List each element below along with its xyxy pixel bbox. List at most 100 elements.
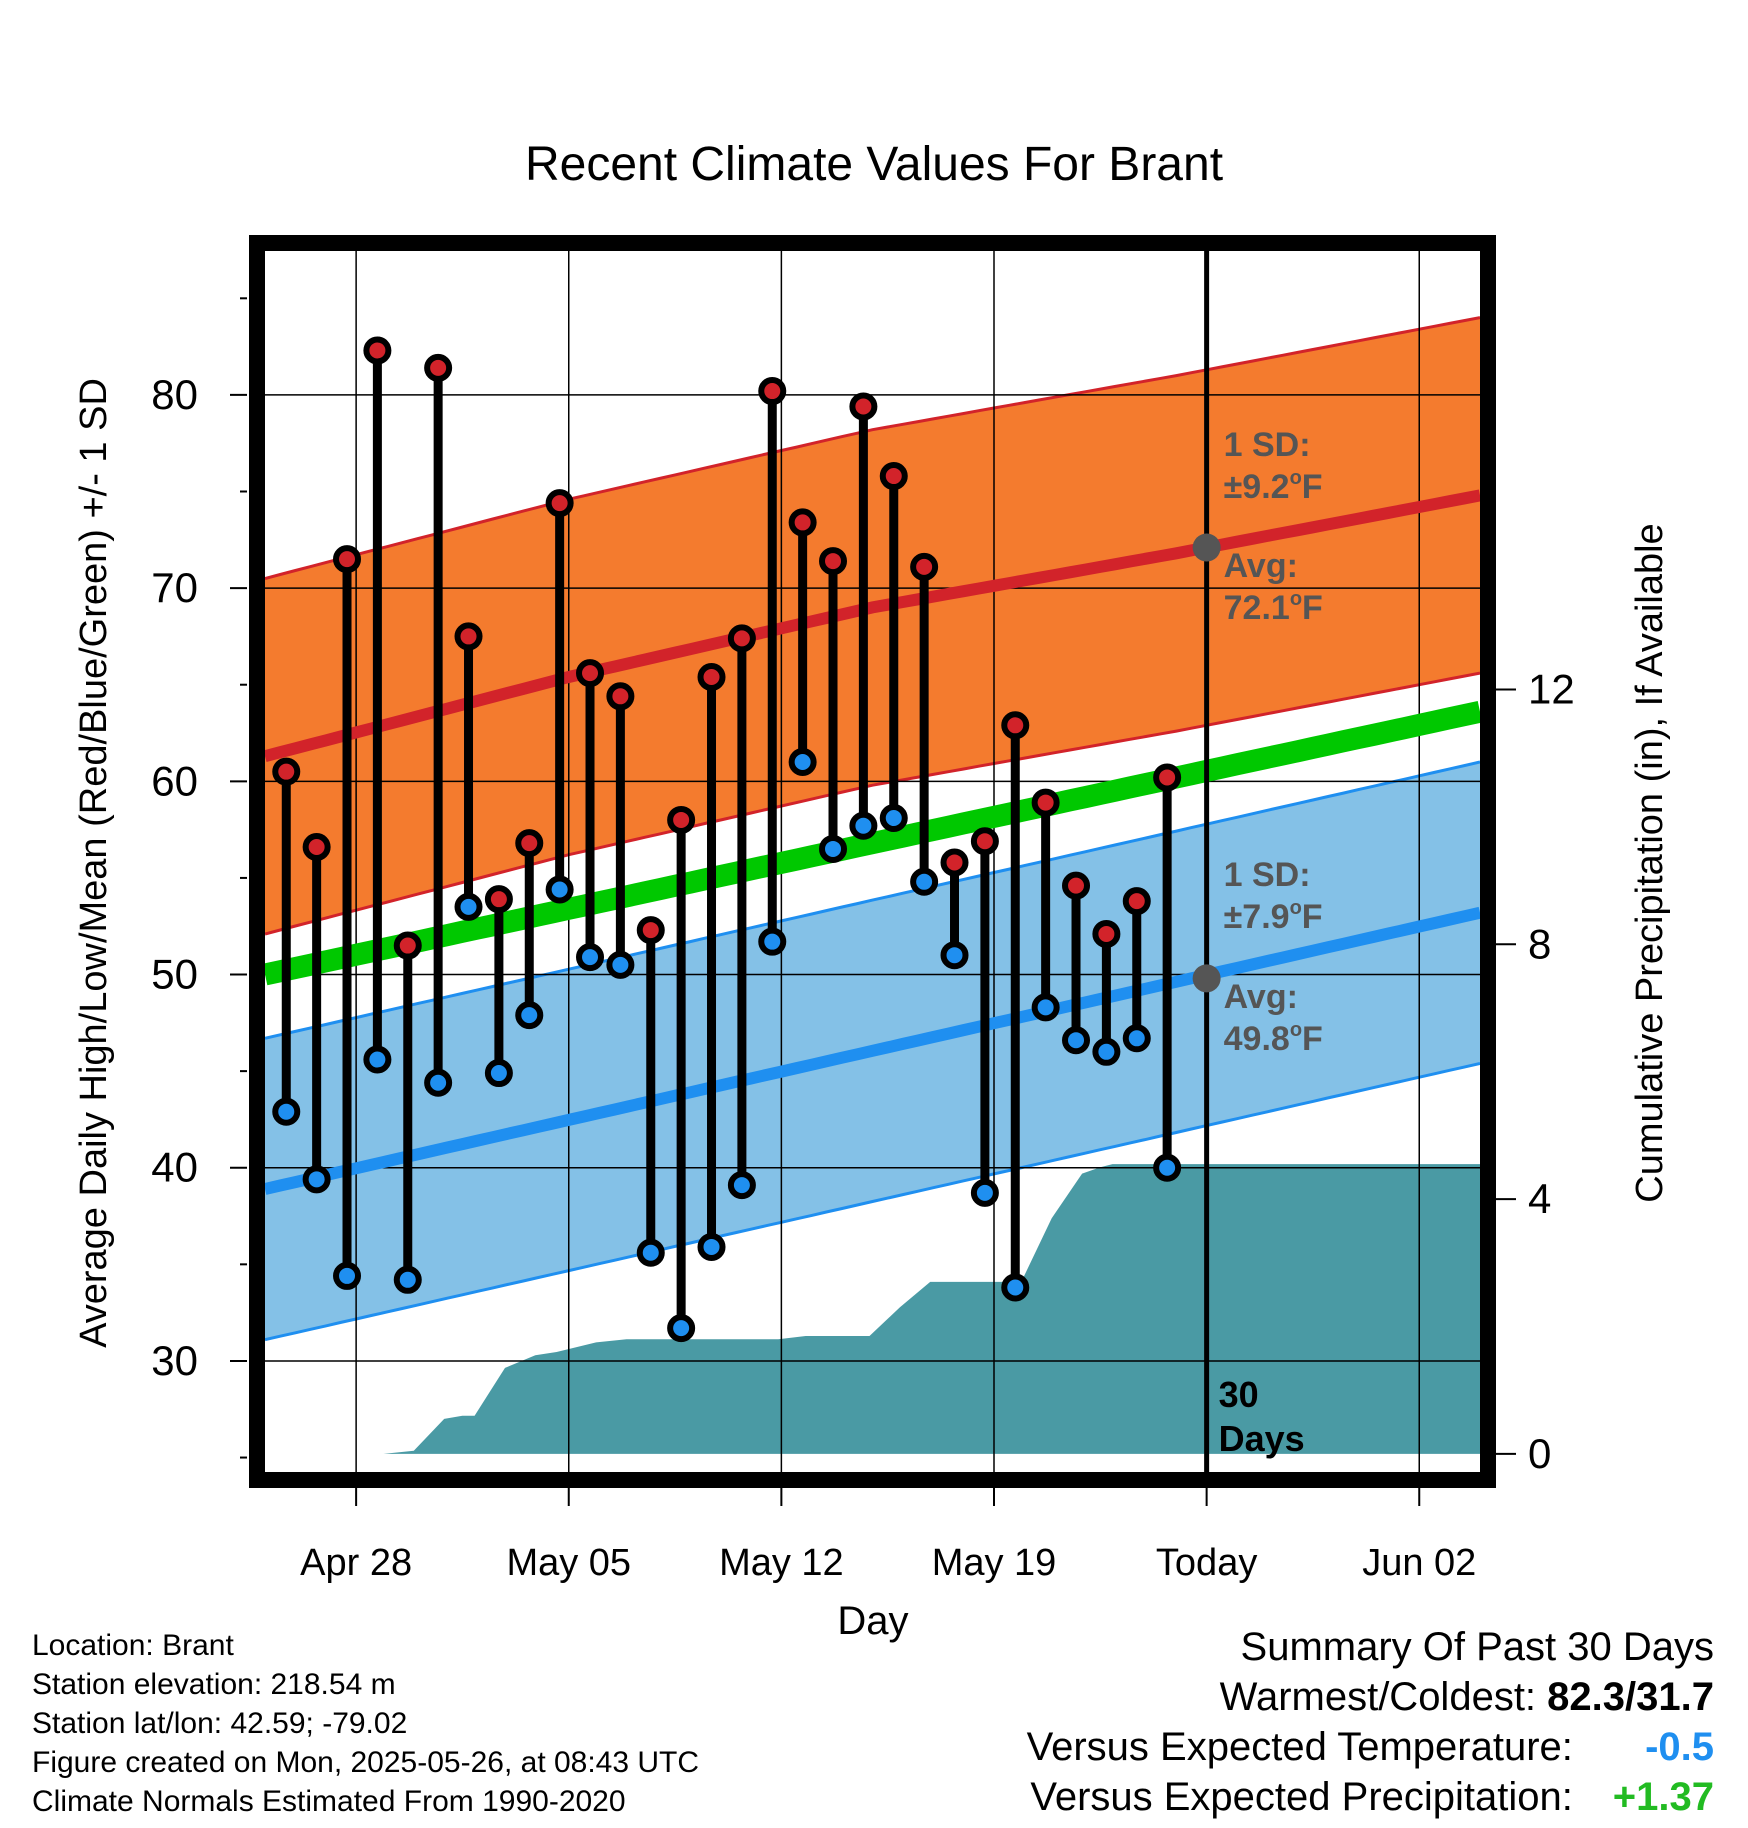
daily-high-point bbox=[363, 336, 392, 365]
summary-warm-cold: Warmest/Coldest: 82.3/31.7 bbox=[1027, 1672, 1714, 1722]
daily-low-point bbox=[1092, 1037, 1121, 1066]
daily-high-point bbox=[424, 353, 453, 382]
daily-low-point bbox=[1062, 1026, 1091, 1055]
y-tick-label: 50 bbox=[151, 951, 198, 998]
daily-low-point bbox=[576, 943, 605, 972]
daily-low-point bbox=[940, 941, 969, 970]
daily-low-point bbox=[910, 867, 939, 896]
daily-high-point bbox=[1001, 711, 1030, 740]
daily-high-point bbox=[849, 392, 878, 421]
daily-low-point bbox=[1001, 1273, 1030, 1302]
plot-frame bbox=[249, 235, 1496, 1488]
elevation-text: Station elevation: 218.54 m bbox=[32, 1668, 396, 1701]
summary-precip: Versus Expected Precipitation: +1.37 bbox=[1027, 1772, 1714, 1822]
daily-low-point bbox=[788, 747, 817, 776]
y-tick-label: 30 bbox=[151, 1337, 198, 1384]
low-sd-label-line2: ±7.9 bbox=[1224, 898, 1290, 936]
low-avg-label-unit: F bbox=[1302, 1020, 1323, 1058]
daily-low-point bbox=[545, 875, 574, 904]
daily-high-point bbox=[879, 462, 908, 491]
precip-label: Versus Expected Precipitation: bbox=[1030, 1775, 1573, 1819]
daily-high-point bbox=[788, 508, 817, 537]
low-avg-marker bbox=[1192, 964, 1221, 993]
daily-high-point bbox=[1153, 763, 1182, 792]
high-avg-label-line2: 72.1 bbox=[1224, 589, 1290, 627]
high-sd-label-unit: F bbox=[1302, 468, 1323, 506]
low-avg-label-line1: Avg: bbox=[1224, 978, 1298, 1016]
summary-panel: Summary Of Past 30 Days Warmest/Coldest:… bbox=[1027, 1622, 1714, 1822]
y-tick-label: 70 bbox=[151, 564, 198, 611]
daily-high-point bbox=[545, 489, 574, 518]
daily-low-point bbox=[819, 834, 848, 863]
y2-tick-label: 8 bbox=[1528, 920, 1551, 967]
high-sd-label: 1 SD: ±9.2oF bbox=[1224, 426, 1323, 506]
daily-low-point bbox=[1031, 993, 1060, 1022]
y-tick-label: 80 bbox=[151, 371, 198, 418]
y-axis-label: Average Daily High/Low/Mean (Red/Blue/Gr… bbox=[73, 378, 115, 1348]
daily-low-point bbox=[484, 1059, 513, 1088]
high-sd-label-degree: o bbox=[1290, 467, 1302, 489]
warm-cold-label: Warmest/Coldest: bbox=[1219, 1675, 1537, 1719]
daily-high-point bbox=[1122, 887, 1151, 916]
daily-low-point bbox=[363, 1045, 392, 1074]
daily-low-point bbox=[272, 1097, 301, 1126]
daily-low-point bbox=[454, 892, 483, 921]
daily-high-point bbox=[393, 931, 422, 960]
high-avg-label-line1: Avg: bbox=[1224, 547, 1298, 585]
daily-high-point bbox=[970, 827, 999, 856]
daily-low-point bbox=[424, 1068, 453, 1097]
y2-tick-label: 0 bbox=[1528, 1430, 1551, 1477]
daily-low-point bbox=[1122, 1024, 1151, 1053]
x-tick-label: Jun 02 bbox=[1362, 1542, 1476, 1584]
x-tick-label: May 05 bbox=[506, 1542, 631, 1584]
daily-low-point bbox=[333, 1261, 362, 1290]
x-tick-label: Today bbox=[1156, 1542, 1257, 1584]
daily-high-point bbox=[1092, 919, 1121, 948]
daily-high-point bbox=[272, 757, 301, 786]
daily-high-point bbox=[636, 916, 665, 945]
daily-low-point bbox=[879, 804, 908, 833]
high-avg-label-unit: F bbox=[1302, 589, 1323, 627]
mean-normal-line bbox=[265, 701, 1480, 986]
precip-value: +1.37 bbox=[1612, 1775, 1714, 1819]
daily-high-point bbox=[758, 377, 787, 406]
daily-low-point bbox=[727, 1171, 756, 1200]
low-avg-label-degree: o bbox=[1290, 1019, 1302, 1041]
normals-text: Climate Normals Estimated From 1990-2020 bbox=[32, 1785, 626, 1818]
today-days-label-line: Days bbox=[1219, 1418, 1305, 1459]
daily-high-point bbox=[484, 885, 513, 914]
daily-low-point bbox=[636, 1238, 665, 1267]
daily-high-point bbox=[667, 805, 696, 834]
y2-tick-label: 4 bbox=[1528, 1175, 1551, 1222]
daily-low-point bbox=[758, 927, 787, 956]
daily-high-point bbox=[1031, 788, 1060, 817]
daily-high-point bbox=[302, 833, 331, 862]
low-band-upper-edge bbox=[265, 760, 1480, 1040]
low-band-lower-edge bbox=[265, 1061, 1480, 1342]
daily-high-point bbox=[727, 624, 756, 653]
daily-low-point bbox=[697, 1232, 726, 1261]
high-sd-label-line2: ±9.2 bbox=[1224, 468, 1290, 506]
daily-high-point bbox=[819, 547, 848, 576]
warm-cold-value: 82.3/31.7 bbox=[1547, 1675, 1714, 1719]
daily-low-point bbox=[1153, 1153, 1182, 1182]
station-info: Location: Brant Station elevation: 218.5… bbox=[32, 1626, 699, 1821]
daily-high-point bbox=[940, 848, 969, 877]
daily-low-point bbox=[515, 1001, 544, 1030]
high-avg-label-degree: o bbox=[1290, 588, 1302, 610]
daily-high-point bbox=[515, 829, 544, 858]
today-days-label: 30 Days bbox=[1219, 1374, 1305, 1459]
summary-temp: Versus Expected Temperature: -0.5 bbox=[1027, 1722, 1714, 1772]
daily-high-point bbox=[454, 622, 483, 651]
x-tick-label: Apr 28 bbox=[300, 1542, 412, 1584]
daily-high-point bbox=[576, 659, 605, 688]
low-avg-label: Avg: 49.8oF bbox=[1224, 978, 1323, 1058]
daily-low-point bbox=[970, 1178, 999, 1207]
low-sd-label-degree: o bbox=[1290, 897, 1302, 919]
location-text: Location: Brant bbox=[32, 1629, 234, 1662]
daily-high-point bbox=[910, 552, 939, 581]
x-tick-label: May 12 bbox=[719, 1542, 844, 1584]
y-tick-label: 40 bbox=[151, 1144, 198, 1191]
low-sd-label-unit: F bbox=[1302, 898, 1323, 936]
daily-low-point bbox=[302, 1165, 331, 1194]
